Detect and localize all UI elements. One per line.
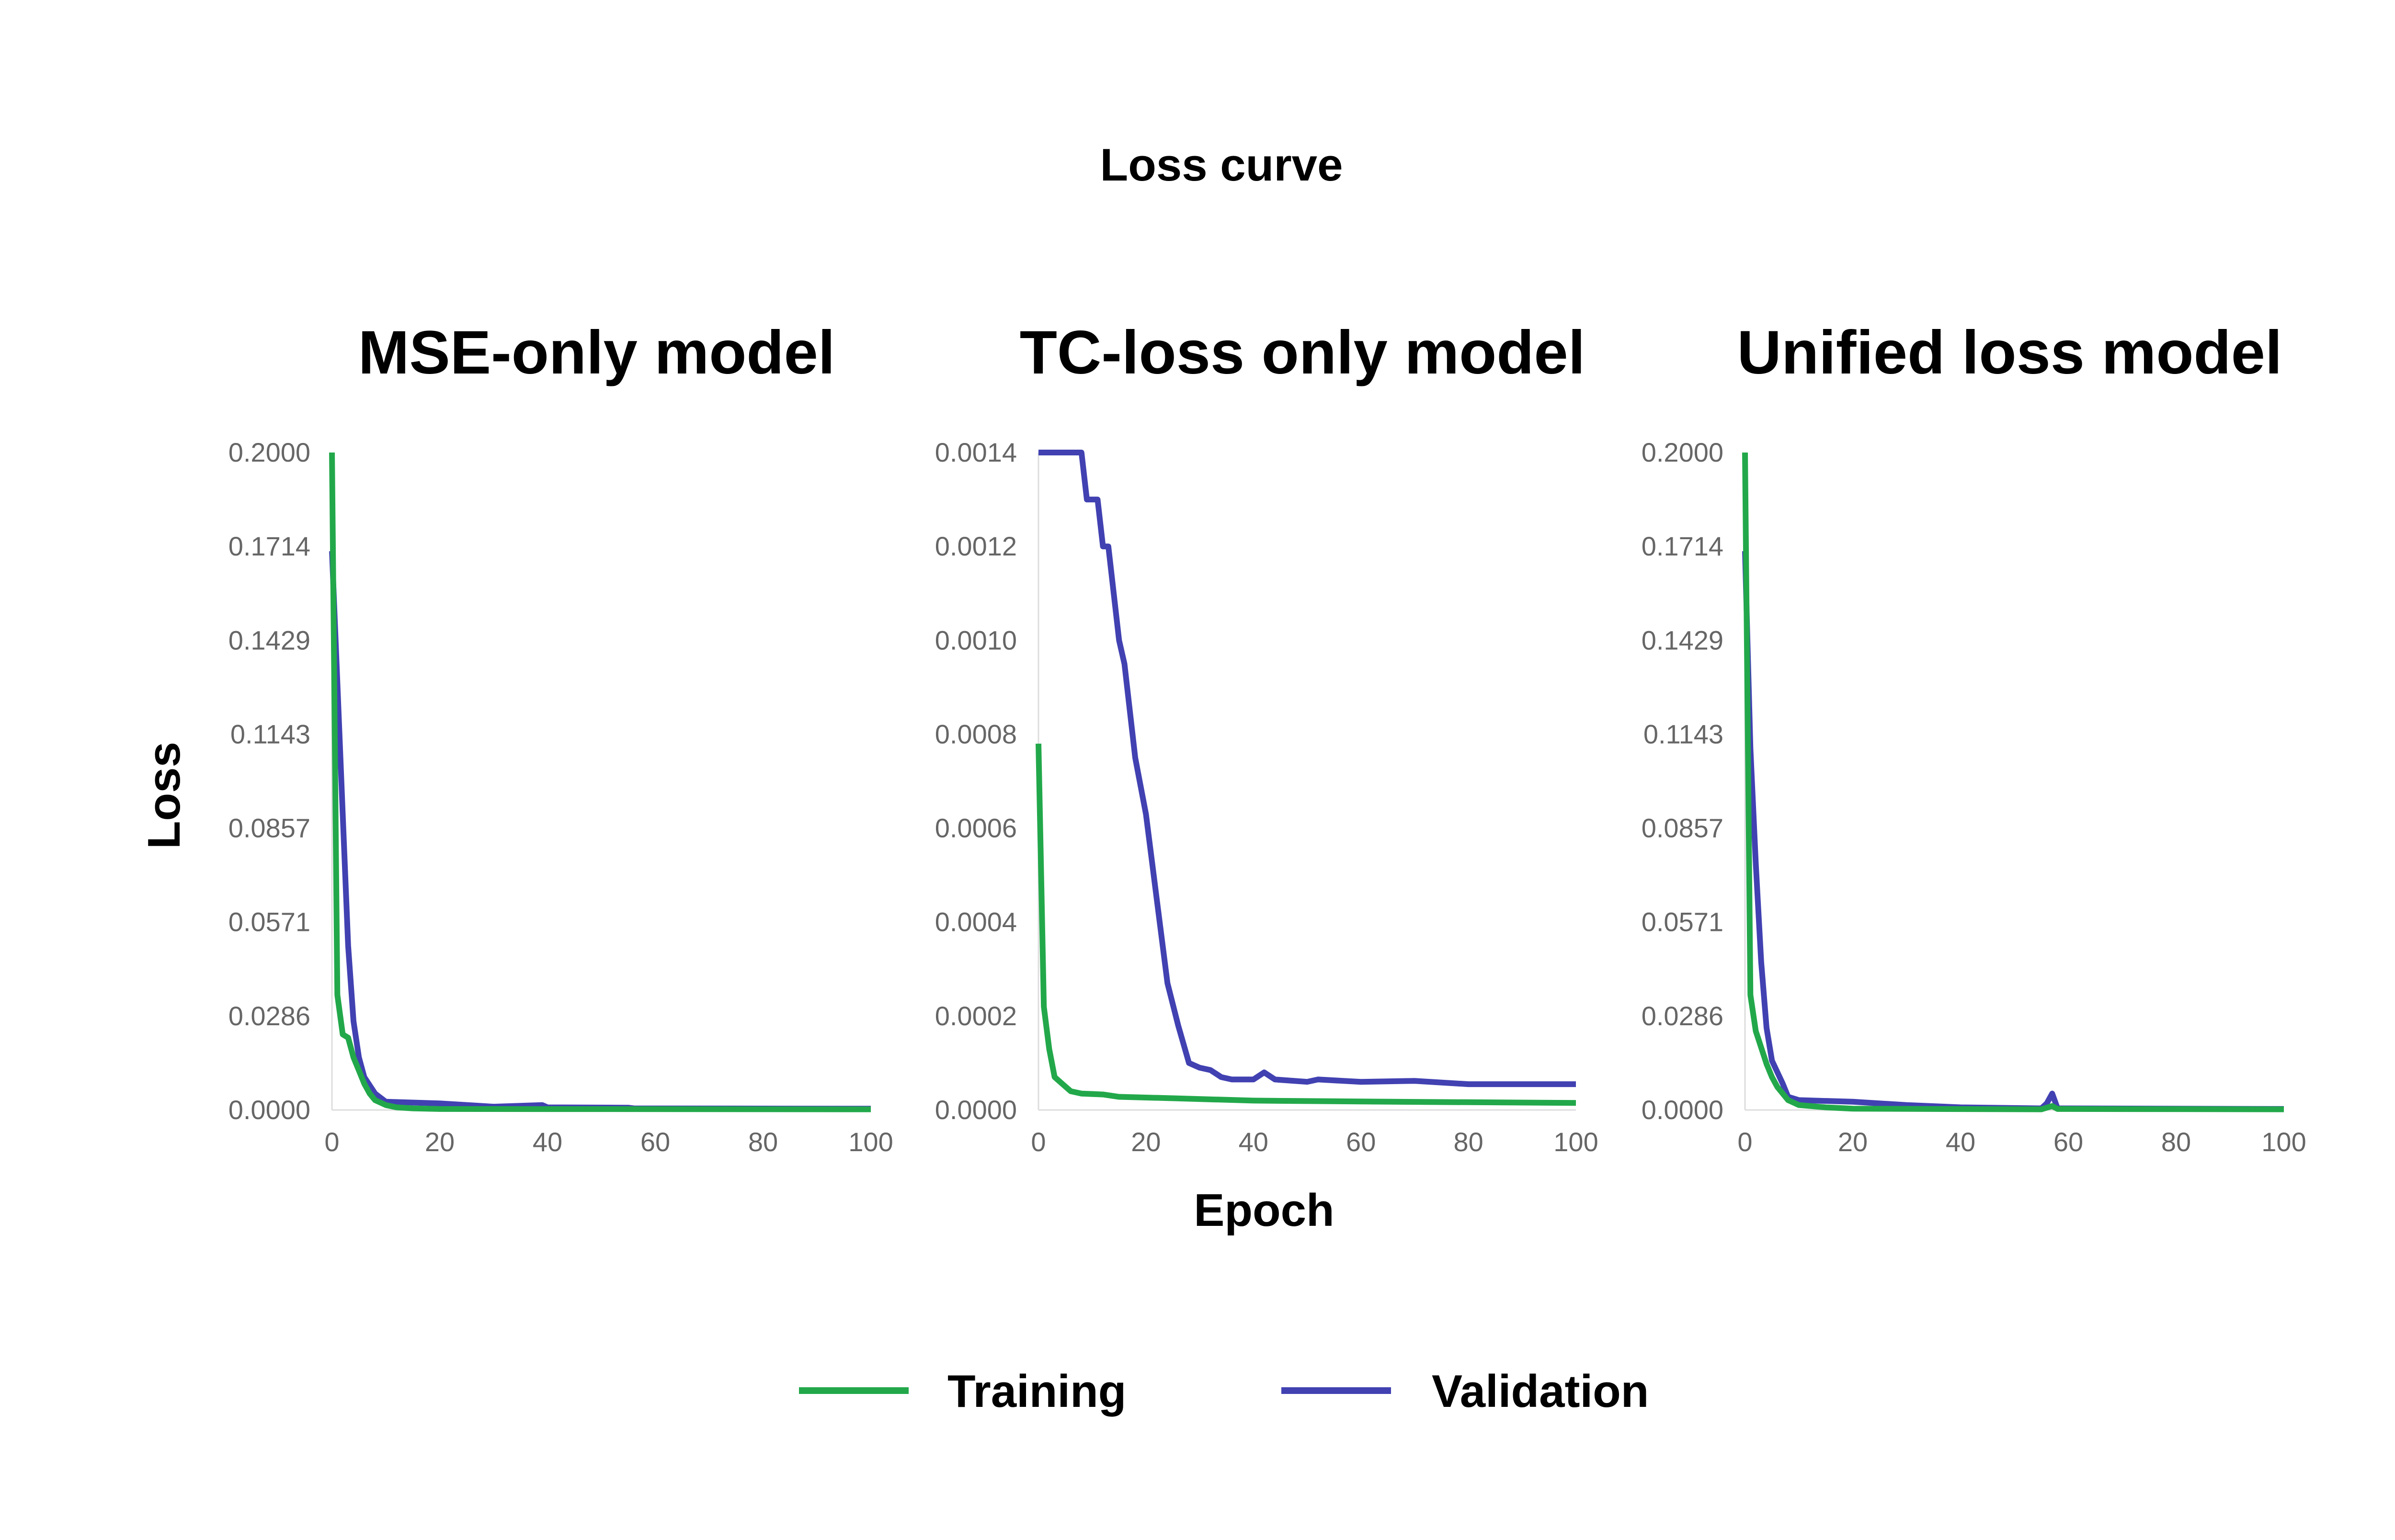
y-tick-label: 0.0010 [935, 625, 1017, 655]
y-tick-label: 0.0286 [228, 1001, 310, 1031]
x-tick-label: 80 [2161, 1127, 2191, 1157]
legend: Training Validation [799, 1366, 1649, 1417]
y-tick-label: 0.0000 [1642, 1095, 1723, 1125]
y-tick-label: 0.0571 [1642, 907, 1723, 937]
y-tick-label: 0.1714 [228, 531, 310, 561]
x-tick-label: 60 [640, 1127, 670, 1157]
figure-title: Loss curve [1100, 139, 1343, 191]
y-tick-label: 0.1429 [228, 625, 310, 655]
y-tick-label: 0.1429 [1642, 625, 1723, 655]
series-line-training [1742, 452, 2284, 1112]
series-line-validation [1038, 450, 1576, 1087]
y-axis-label: Loss [138, 742, 190, 849]
x-tick-label: 100 [2261, 1127, 2306, 1157]
y-tick-label: 0.0002 [935, 1001, 1017, 1031]
series-line-validation [329, 551, 871, 1112]
y-tick-label: 0.1143 [1643, 719, 1723, 749]
y-tick-label: 0.1143 [230, 719, 310, 749]
x-tick-label: 80 [1453, 1127, 1483, 1157]
x-tick-label: 20 [1131, 1127, 1161, 1157]
x-tick-label: 0 [1737, 1127, 1752, 1157]
x-tick-label: 100 [848, 1127, 893, 1157]
panel-title: TC-loss only model [1020, 318, 1585, 387]
x-tick-label: 40 [1239, 1127, 1268, 1157]
y-tick-label: 0.0014 [935, 437, 1017, 467]
x-tick-label: 80 [748, 1127, 778, 1157]
x-axis-label: Epoch [1194, 1185, 1334, 1236]
y-tick-label: 0.0012 [935, 531, 1017, 561]
x-tick-label: 100 [1553, 1127, 1598, 1157]
y-tick-label: 0.2000 [1642, 437, 1723, 467]
y-tick-label: 0.1714 [1642, 531, 1723, 561]
panel-title: MSE-only model [358, 318, 835, 387]
panel-3: Unified loss model 0.0000 0.0286 0.0571 0.08… [1642, 318, 2306, 1157]
x-tick-label: 60 [1346, 1127, 1376, 1157]
legend-validation-label: Validation [1432, 1366, 1649, 1417]
x-tick-label: 0 [324, 1127, 339, 1157]
y-tick-label: 0.0571 [228, 907, 310, 937]
legend-training-label: Training [947, 1366, 1126, 1417]
x-tick-label: 20 [1838, 1127, 1868, 1157]
x-tick-label: 60 [2053, 1127, 2083, 1157]
x-tick-label: 20 [425, 1127, 455, 1157]
panel-title: Unified loss model [1737, 318, 2282, 387]
y-tick-label: 0.0000 [935, 1095, 1017, 1125]
y-tick-label: 0.0857 [228, 813, 310, 843]
y-tick-label: 0.2000 [228, 437, 310, 467]
panel-2: TC-loss only model 0.0000 0.0002 0.0004 0.00… [935, 318, 1598, 1157]
series-line-validation [1742, 551, 2284, 1112]
x-tick-label: 40 [533, 1127, 562, 1157]
series-line-training [1036, 743, 1576, 1106]
y-tick-label: 0.0004 [935, 907, 1017, 937]
panel-1: MSE-only model 0.0000 0.0286 0.0571 0.0857 0.… [228, 318, 893, 1157]
y-tick-label: 0.0000 [228, 1095, 310, 1125]
y-tick-label: 0.0008 [935, 719, 1017, 749]
y-tick-label: 0.0006 [935, 813, 1017, 843]
y-tick-label: 0.0286 [1642, 1001, 1723, 1031]
y-tick-label: 0.0857 [1642, 813, 1723, 843]
x-tick-label: 40 [1946, 1127, 1975, 1157]
x-tick-label: 0 [1031, 1127, 1046, 1157]
series-line-training [329, 452, 871, 1112]
